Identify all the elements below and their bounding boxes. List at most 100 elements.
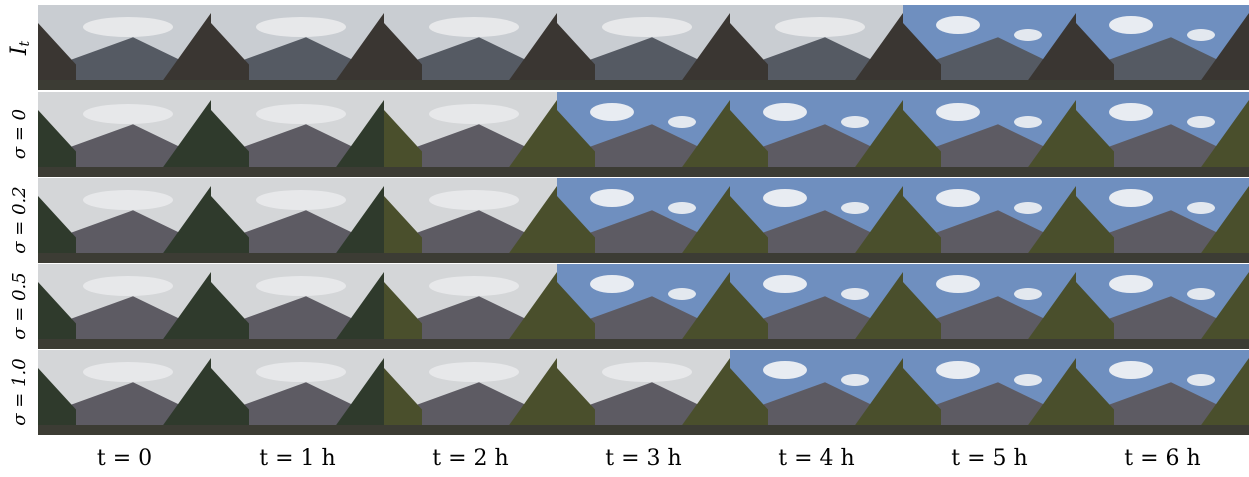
row-label: σ = 0.2 [9,186,30,253]
cloud [590,103,634,121]
cloud [1014,116,1042,128]
ground [1076,80,1249,90]
row-label: It [7,40,33,56]
image-tile [557,350,730,435]
image-tile [384,350,557,435]
ground [730,80,903,90]
cloud [1109,189,1153,207]
cloud [1109,275,1153,293]
image-tile [211,264,384,349]
column-label: t = 5 h [951,446,1027,471]
ground [1076,339,1249,349]
cloud [256,104,346,124]
ground [384,253,557,263]
cloud [763,361,807,379]
image-tile [38,92,211,177]
cloud [763,275,807,293]
cloud [1187,374,1215,386]
cloud [936,189,980,207]
figure: Itσ = 0σ = 0.2σ = 0.5σ = 1.0t = 0t = 1 h… [0,0,1249,477]
cloud [429,276,519,296]
column-label: t = 3 h [605,446,681,471]
ground [903,425,1076,435]
ground [557,425,730,435]
cloud [763,103,807,121]
cloud [83,276,173,296]
cloud [841,288,869,300]
ground [903,80,1076,90]
ground [211,80,384,90]
image-tile [1076,264,1249,349]
cloud [936,275,980,293]
row-label: σ = 0 [9,109,30,159]
cloud [936,361,980,379]
cloud [256,190,346,210]
cloud [83,17,173,37]
ground [1076,425,1249,435]
image-tile [1076,5,1249,90]
image-tile [384,5,557,90]
image-tile [557,178,730,263]
cloud [1187,116,1215,128]
image-tile [38,264,211,349]
cloud [1014,374,1042,386]
cloud [1109,16,1153,34]
cloud [1109,103,1153,121]
row-label: σ = 0.5 [9,272,30,339]
ground [557,253,730,263]
ground [557,80,730,90]
column-label: t = 1 h [259,446,335,471]
image-tile [384,264,557,349]
ground [557,167,730,177]
image-tile [903,178,1076,263]
image-tile [903,350,1076,435]
cloud [1014,288,1042,300]
image-tile [730,264,903,349]
image-tile [903,5,1076,90]
image-tile [903,92,1076,177]
ground [384,425,557,435]
cloud [602,17,692,37]
image-tile [557,264,730,349]
ground [1076,167,1249,177]
cloud [1187,202,1215,214]
cloud [429,17,519,37]
cloud [1187,29,1215,41]
ground [211,425,384,435]
image-grid [38,5,1249,435]
cloud [429,190,519,210]
cloud [668,116,696,128]
cloud [936,16,980,34]
ground [384,339,557,349]
ground [38,339,211,349]
ground [38,167,211,177]
ground [730,167,903,177]
cloud [841,116,869,128]
cloud [83,190,173,210]
image-tile [1076,178,1249,263]
cloud [590,189,634,207]
ground [903,167,1076,177]
ground [211,167,384,177]
ground [903,253,1076,263]
cloud [668,202,696,214]
cloud [429,104,519,124]
image-tile [730,5,903,90]
column-label: t = 6 h [1124,446,1200,471]
cloud [1187,288,1215,300]
row-label: σ = 1.0 [9,358,30,425]
cloud [256,362,346,382]
column-label: t = 2 h [432,446,508,471]
image-tile [730,92,903,177]
image-tile [557,92,730,177]
ground [1076,253,1249,263]
cloud [1014,29,1042,41]
image-tile [1076,92,1249,177]
cloud [841,374,869,386]
image-tile [730,178,903,263]
image-tile [211,350,384,435]
cloud [83,104,173,124]
image-tile [38,350,211,435]
image-tile [1076,350,1249,435]
ground [730,339,903,349]
